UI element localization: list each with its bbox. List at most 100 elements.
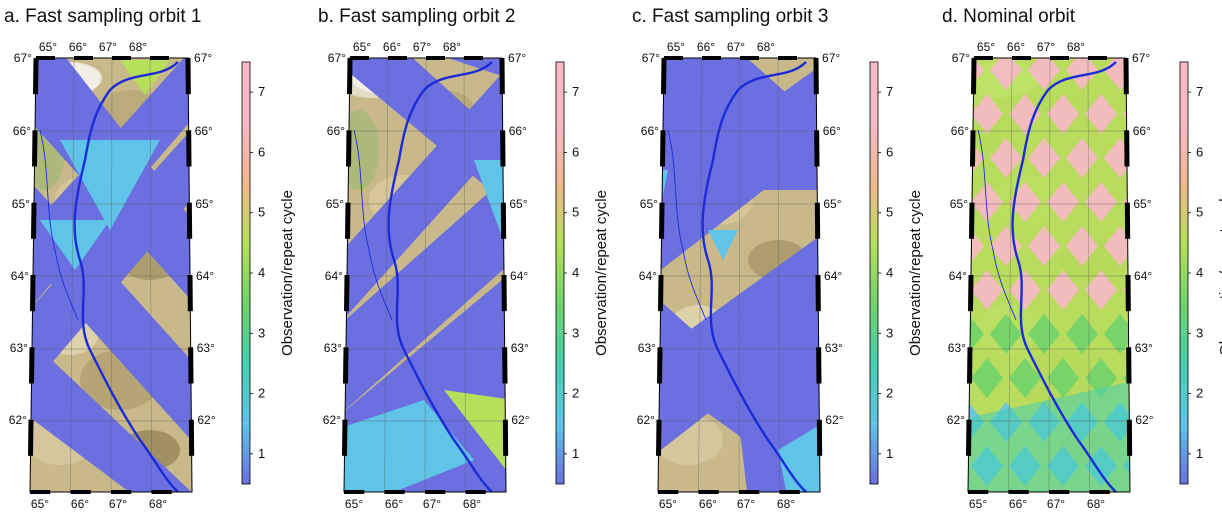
map-svg: 65° 66° 67° 68° 65° 66° 67° 68° 67° 67° 66° 66° 65° 6… xyxy=(323,40,610,511)
right-lat-label: 65° xyxy=(509,197,527,211)
left-lat-label: 66° xyxy=(951,124,969,138)
observation-swath xyxy=(778,420,820,492)
colorbar-tick-label: 1 xyxy=(572,446,579,461)
observation-swath xyxy=(1066,226,1098,266)
colorbar-segment xyxy=(1180,182,1188,243)
colorbar-tick-label: 6 xyxy=(1196,144,1203,159)
observation-swath xyxy=(1085,94,1117,134)
top-lon-label: 68° xyxy=(757,40,775,54)
panel-title: a. Fast sampling orbit 1 xyxy=(4,6,202,27)
panel-title: d. Nominal orbit xyxy=(942,6,1076,27)
colorbar-segment xyxy=(556,242,564,304)
map-panel-3: c. Fast sampling orbit 3 65° 66° 67° 68° 65° 6… xyxy=(628,0,934,520)
colorbar-segment xyxy=(870,423,878,484)
tributary-path xyxy=(353,129,393,321)
observation-swath xyxy=(990,138,1022,178)
left-lat-label: 65° xyxy=(950,197,968,211)
colorbar-segment xyxy=(870,182,878,243)
panel-title: b. Fast sampling orbit 2 xyxy=(318,6,516,27)
colorbar-tick-label: 7 xyxy=(572,84,579,99)
colorbar-tick-label: 5 xyxy=(886,205,893,220)
observation-swath xyxy=(1028,138,1060,178)
colorbar-tick-label: 1 xyxy=(886,446,893,461)
colorbar-segment xyxy=(242,303,250,364)
observation-swath xyxy=(344,400,474,492)
observation-swath xyxy=(120,60,170,95)
right-lat-label: 63° xyxy=(511,341,529,355)
colorbar-segment xyxy=(242,182,250,243)
colorbar-tick-label: 4 xyxy=(258,265,265,280)
left-lat-label: 64° xyxy=(11,269,29,283)
left-lat-label: 65° xyxy=(12,197,30,211)
top-lon-label: 67° xyxy=(99,40,117,54)
colorbar-segment xyxy=(870,242,878,304)
colorbar-tick-label: 2 xyxy=(572,386,579,401)
map-frame xyxy=(29,57,193,493)
colorbar-segment xyxy=(242,122,250,183)
observation-swath xyxy=(971,94,1003,134)
top-lon-label: 68° xyxy=(129,40,147,54)
map-panel-4: d. Nominal orbit 65° 66° 67° 68° 65° 66° 67° 68°… xyxy=(938,0,1222,520)
right-lat-label: 64° xyxy=(510,269,528,283)
left-lat-label: 63° xyxy=(10,341,28,355)
observation-swath xyxy=(1047,358,1079,398)
observation-swath xyxy=(971,182,1003,222)
colorbar-segment xyxy=(1180,303,1188,364)
river-path xyxy=(387,61,493,492)
top-lon-label: 65° xyxy=(353,40,371,54)
map-frame xyxy=(343,57,507,493)
observation-swath xyxy=(1009,270,1041,310)
map-frame xyxy=(657,57,821,493)
river-path xyxy=(701,61,807,492)
colorbar-segment xyxy=(1180,122,1188,183)
river-path xyxy=(73,61,179,492)
observation-swath xyxy=(971,270,1003,310)
right-lat-label: 67° xyxy=(822,51,840,65)
tributary-path xyxy=(667,129,707,321)
observation-swath xyxy=(971,358,1003,398)
right-lat-label: 62° xyxy=(1135,413,1153,427)
top-lon-label: 68° xyxy=(1067,40,1085,54)
colorbar-tick-label: 4 xyxy=(572,265,579,280)
left-lat-label: 67° xyxy=(642,51,660,65)
right-lat-label: 62° xyxy=(511,413,529,427)
bottom-lon-label: 68° xyxy=(463,497,481,511)
observation-swath xyxy=(968,380,1130,492)
map-svg: 65° 66° 67° 68° 65° 66° 67° 68° 67° 67° 66° 66° 65° 6… xyxy=(637,40,924,511)
colorbar-segment xyxy=(1180,242,1188,304)
right-lat-label: 67° xyxy=(1132,51,1150,65)
colorbar-segment xyxy=(1180,423,1188,484)
top-lon-label: 68° xyxy=(443,40,461,54)
colorbar-segment xyxy=(242,363,250,424)
left-lat-label: 64° xyxy=(325,269,343,283)
observation-swath xyxy=(1066,314,1098,354)
observation-swath xyxy=(658,60,820,280)
observation-swath xyxy=(1028,226,1060,266)
colorbar-segment xyxy=(556,182,564,243)
river-path xyxy=(1011,61,1117,492)
left-lat-label: 63° xyxy=(948,341,966,355)
top-lon-label: 65° xyxy=(39,40,57,54)
colorbar-tick-label: 4 xyxy=(886,265,893,280)
right-lat-label: 62° xyxy=(197,413,215,427)
colorbar-segment xyxy=(870,122,878,183)
colorbar-tick-label: 7 xyxy=(1196,84,1203,99)
colorbar-segment xyxy=(242,242,250,304)
right-lat-label: 65° xyxy=(823,197,841,211)
observation-swath xyxy=(968,138,984,178)
right-lat-label: 64° xyxy=(1134,269,1152,283)
colorbar-tick-label: 2 xyxy=(258,386,265,401)
right-lat-label: 62° xyxy=(825,413,843,427)
left-lat-label: 67° xyxy=(14,51,32,65)
top-lon-label: 67° xyxy=(727,40,745,54)
left-lat-label: 64° xyxy=(639,269,657,283)
left-lat-label: 66° xyxy=(327,124,345,138)
colorbar-tick-label: 7 xyxy=(886,84,893,99)
left-lat-label: 62° xyxy=(637,413,655,427)
right-lat-label: 67° xyxy=(194,51,212,65)
colorbar-tick-label: 2 xyxy=(886,386,893,401)
right-lat-label: 67° xyxy=(508,51,526,65)
right-lat-label: 66° xyxy=(195,124,213,138)
map-svg: 65° 66° 67° 68° 65° 66° 67° 68° 67° 67° 66° 66° 65° 6… xyxy=(947,40,1222,511)
left-lat-label: 66° xyxy=(641,124,659,138)
